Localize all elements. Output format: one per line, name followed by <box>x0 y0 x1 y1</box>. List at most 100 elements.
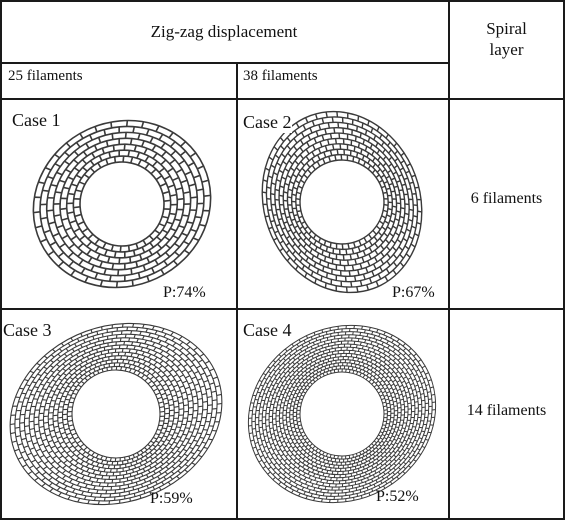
scaffold-rung <box>263 460 268 464</box>
scaffold-rung <box>360 460 363 464</box>
scaffold-rung <box>159 182 167 187</box>
scaffold-rung <box>137 371 141 376</box>
scaffold-rung <box>313 351 316 355</box>
scaffold-rung <box>252 394 257 397</box>
scaffold-rung <box>56 465 61 470</box>
scaffold-rung <box>74 462 79 467</box>
scaffold-rung <box>388 182 393 186</box>
scaffold-rung <box>170 363 175 368</box>
scaffold-rung <box>93 353 96 357</box>
scaffold-rung <box>190 388 196 391</box>
scaffold-rung <box>282 160 288 166</box>
scaffold-rung <box>274 443 279 447</box>
scaffold-rung <box>92 335 95 340</box>
scaffold-rung <box>76 440 82 444</box>
scaffold-rung <box>337 369 339 373</box>
scaffold-rung <box>264 456 269 459</box>
scaffold-rung <box>193 439 198 442</box>
scaffold-rung <box>258 419 263 422</box>
scaffold-rung <box>386 391 390 394</box>
scaffold-rung <box>377 383 382 387</box>
scaffold-rung <box>392 357 397 362</box>
scaffold-rung <box>55 191 62 194</box>
scaffold-rung <box>103 479 106 484</box>
scaffold-rung <box>89 160 95 166</box>
scaffold-rung <box>357 158 361 164</box>
scaffold-rung <box>368 460 371 464</box>
scaffold-rung <box>153 448 158 452</box>
scaffold-rung <box>326 480 329 484</box>
scaffold-rung <box>293 411 297 413</box>
scaffold-rung <box>173 441 178 444</box>
scaffold-rung <box>411 225 417 229</box>
scaffold-rung <box>325 495 328 500</box>
scaffold-rung <box>398 189 404 192</box>
scaffold-rung <box>378 360 382 364</box>
scaffold-rung <box>114 355 116 360</box>
scaffold-rung <box>10 414 16 416</box>
scaffold-rung <box>261 439 266 442</box>
scaffold-rung <box>41 477 46 482</box>
scaffold-rung <box>197 413 203 415</box>
scaffold-rung <box>154 465 158 470</box>
scaffold-rung <box>383 447 387 451</box>
scaffold-rung <box>384 451 388 455</box>
rule-header-split <box>0 62 450 64</box>
scaffold-rung <box>323 240 327 246</box>
scaffold-rung <box>366 372 370 377</box>
scaffold-rung <box>308 475 311 479</box>
scaffold-rung <box>322 459 326 463</box>
scaffold-rung <box>425 402 429 405</box>
scaffold-rung <box>128 348 131 353</box>
scaffold-rung <box>408 460 412 464</box>
scaffold-rung <box>164 378 170 383</box>
scaffold-rung <box>359 464 362 468</box>
scaffold-rung <box>159 350 164 355</box>
scaffold-rung <box>199 436 205 439</box>
scaffold-rung <box>24 417 30 420</box>
scaffold-rung <box>393 467 397 471</box>
scaffold-rung <box>163 402 169 405</box>
scaffold-rung <box>393 185 399 189</box>
scaffold-rung <box>41 449 47 453</box>
scaffold-rung <box>302 391 306 394</box>
scaffold-rung <box>345 461 347 466</box>
scaffold-rung <box>268 437 272 440</box>
scaffold-rung <box>83 339 86 343</box>
scaffold-rung <box>392 379 396 383</box>
scaffold-rung <box>34 409 40 411</box>
scaffold-rung <box>350 140 353 146</box>
scaffold-rung <box>70 337 74 342</box>
scaffold-rung <box>62 408 68 411</box>
scaffold-rung <box>335 285 337 292</box>
scaffold-rung <box>162 397 168 401</box>
scaffold-rung <box>159 345 163 350</box>
scaffold-rung <box>183 404 189 407</box>
scaffold-rung <box>383 417 388 419</box>
scaffold-rung <box>337 499 339 503</box>
scaffold-rung <box>380 387 384 390</box>
scaffold-rung <box>398 246 404 251</box>
scaffold-rung <box>116 468 118 473</box>
scaffold-rung <box>191 358 196 363</box>
scaffold-rung <box>103 468 106 473</box>
scaffold-rung <box>394 392 399 395</box>
scaffold-rung <box>73 206 81 209</box>
scaffold-rung <box>415 443 420 446</box>
scaffold-rung <box>390 391 395 395</box>
scaffold-rung <box>381 434 386 437</box>
scaffold-rung <box>50 359 54 363</box>
scaffold-rung <box>304 272 308 278</box>
scaffold-rung <box>153 379 158 384</box>
scaffold-rung <box>25 409 31 411</box>
scaffold-rung <box>317 362 320 366</box>
scaffold-rung <box>90 329 93 333</box>
scaffold-rung <box>179 347 184 352</box>
scaffold-rung <box>41 482 46 487</box>
scaffold-rung <box>88 366 92 370</box>
scaffold-rung <box>119 337 122 342</box>
scaffold-rung <box>362 450 365 454</box>
scaffold-rung <box>267 366 271 369</box>
scaffold-rung <box>375 142 379 148</box>
scaffold-rung <box>280 145 285 150</box>
